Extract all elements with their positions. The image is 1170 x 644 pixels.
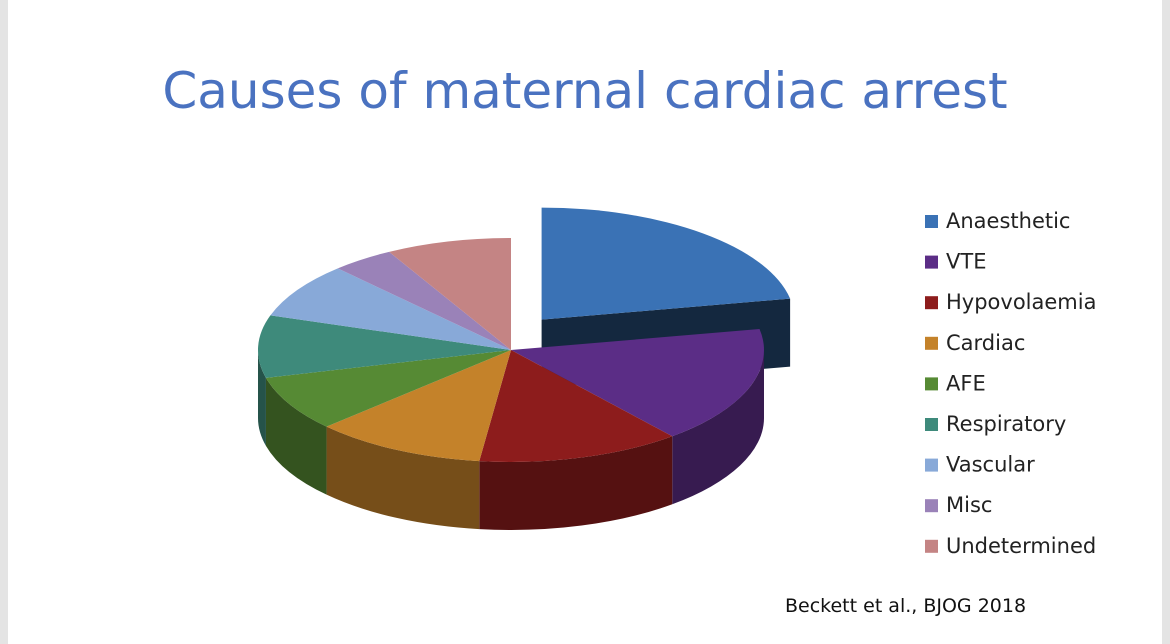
legend-swatch	[925, 296, 938, 310]
legend-swatch	[925, 377, 938, 391]
legend: Anaesthetic VTE Hypovolaemia Cardiac AFE Resp…	[925, 209, 1096, 558]
legend-label: Vascular	[946, 453, 1035, 477]
chart-title: Causes of maternal cardiac arrest	[162, 62, 1007, 120]
slice	[511, 329, 764, 505]
legend-label: Hypovolaemia	[946, 290, 1096, 314]
slice-top	[258, 315, 511, 378]
slice	[337, 251, 511, 350]
legend-swatch	[925, 418, 938, 431]
legend-swatch	[925, 539, 938, 553]
legend-label: Respiratory	[946, 412, 1066, 436]
legend-label: Misc	[946, 493, 992, 517]
slice	[479, 350, 673, 530]
slice	[270, 268, 511, 350]
legend-label: Cardiac	[946, 331, 1025, 355]
slice-side	[258, 350, 266, 446]
legend-label: VTE	[946, 250, 986, 274]
slice-top	[479, 350, 673, 462]
source: Beckett et al., BJOG 2018	[785, 595, 1026, 617]
slice-top	[541, 207, 791, 320]
slice	[258, 315, 511, 446]
edge-left	[0, 0, 8, 644]
slice-top	[270, 268, 511, 350]
slice-top	[337, 251, 511, 350]
slice-top	[511, 329, 764, 437]
slice	[326, 350, 511, 530]
legend-swatch	[925, 336, 938, 350]
slice-side	[672, 350, 764, 505]
slice-top	[265, 350, 511, 427]
slice-side	[326, 426, 480, 530]
legend-swatch	[925, 458, 938, 472]
slice-side	[265, 377, 327, 495]
legend-swatch	[925, 215, 938, 228]
legend-label: Undetermined	[946, 534, 1096, 558]
legend-label: AFE	[946, 371, 986, 395]
slice	[265, 350, 511, 495]
legend-swatch	[925, 255, 938, 269]
pie	[258, 207, 791, 530]
slice	[389, 238, 511, 350]
slice-side	[479, 436, 673, 530]
edge-right	[1162, 0, 1170, 644]
slice-top	[326, 350, 511, 462]
legend-label: Anaesthetic	[946, 209, 1070, 233]
legend-swatch	[925, 499, 938, 513]
slice-top	[389, 238, 511, 350]
